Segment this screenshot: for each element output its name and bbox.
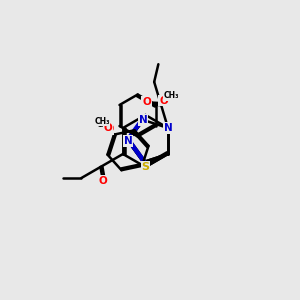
Text: O: O [159, 95, 168, 106]
Text: CH₃: CH₃ [94, 117, 110, 126]
Text: O: O [103, 123, 112, 133]
Text: CH₃: CH₃ [97, 120, 112, 129]
Text: N: N [164, 123, 172, 133]
Text: O: O [105, 124, 113, 134]
Text: O: O [98, 176, 107, 186]
Text: S: S [142, 162, 149, 172]
Text: O: O [142, 97, 151, 107]
Text: CH₃: CH₃ [164, 92, 179, 100]
Text: N: N [139, 115, 148, 125]
Text: N: N [124, 136, 132, 146]
